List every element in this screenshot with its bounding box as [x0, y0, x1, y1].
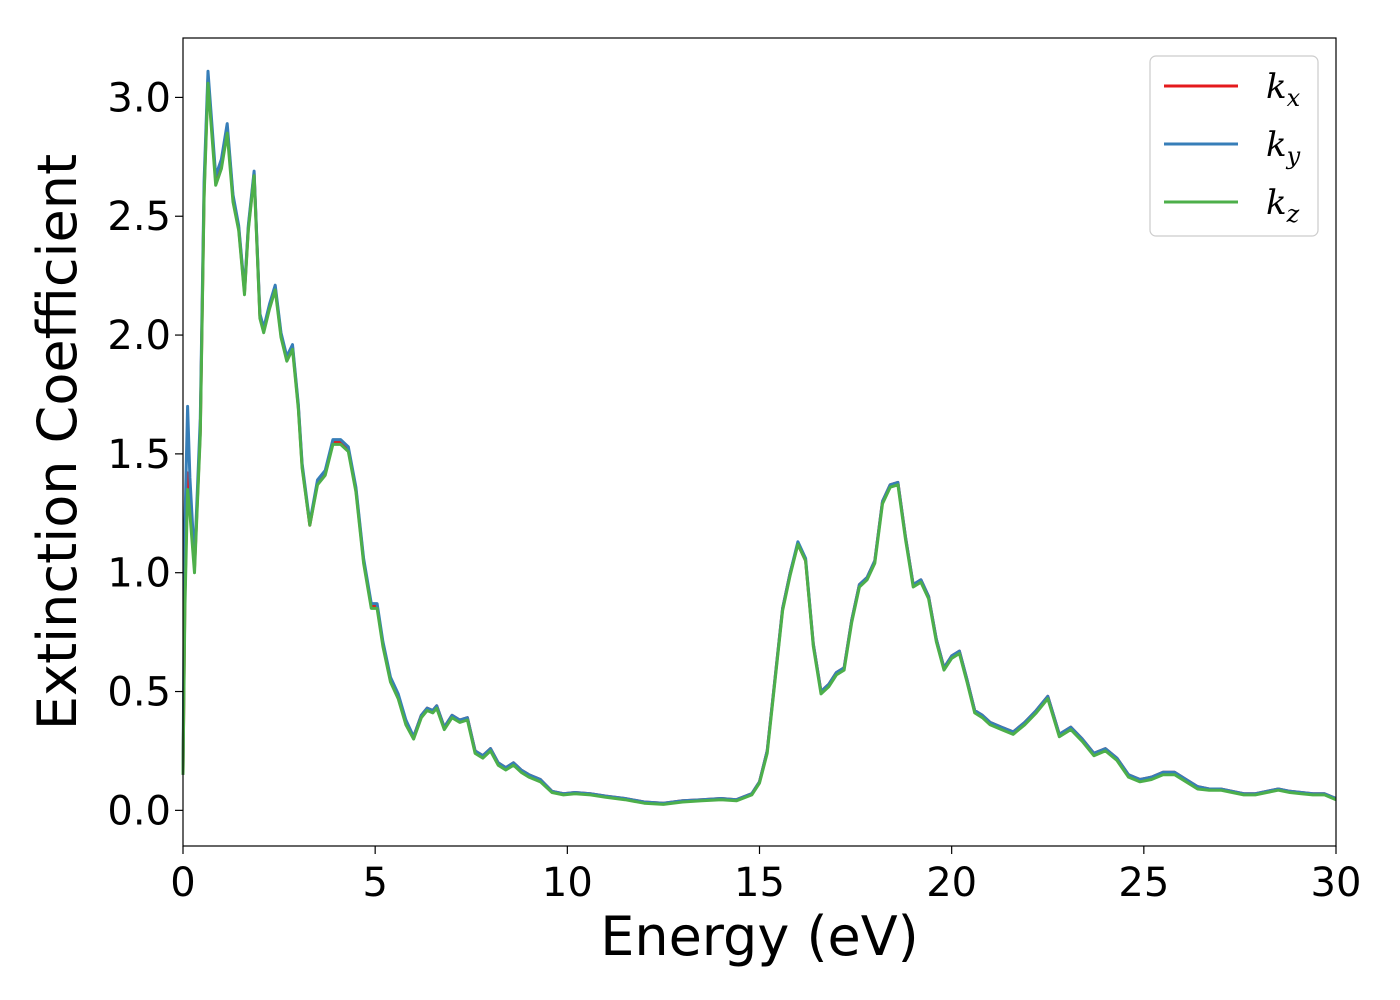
y-tick-label: 3.0: [107, 75, 171, 121]
x-tick-label: 15: [734, 860, 785, 906]
series-line-kz: [181, 81, 1337, 806]
x-tick-label: 0: [170, 860, 195, 906]
y-tick-label: 2.0: [107, 313, 171, 359]
y-tick-label: 0.0: [107, 788, 171, 834]
legend-box: [1149, 55, 1319, 237]
x-axis-title: Energy (eV): [600, 905, 919, 968]
y-tick-label: 1.0: [107, 551, 171, 597]
legend-label-ky: ky: [1266, 125, 1301, 170]
series-layer: [181, 69, 1337, 806]
y-tick-label: 2.5: [107, 194, 171, 240]
x-tick-label: 25: [1118, 860, 1169, 906]
x-tick-label: 5: [362, 860, 387, 906]
x-tick-label: 10: [542, 860, 593, 906]
legend-label-kz: kz: [1266, 183, 1300, 228]
y-axis-title: Extinction Coefficient: [26, 154, 89, 730]
x-tick-label: 20: [926, 860, 977, 906]
legend: kx ky kz: [1149, 55, 1319, 237]
x-axis-ticks: 0 5 10 15 20 25 30: [170, 846, 1361, 906]
legend-label-kx: kx: [1266, 67, 1301, 112]
y-tick-label: 1.5: [107, 432, 171, 478]
x-tick-label: 30: [1311, 860, 1362, 906]
y-tick-label: 0.5: [107, 670, 171, 716]
y-axis-ticks: 0.0 0.5 1.0 1.5 2.0 2.5 3.0: [107, 75, 183, 834]
